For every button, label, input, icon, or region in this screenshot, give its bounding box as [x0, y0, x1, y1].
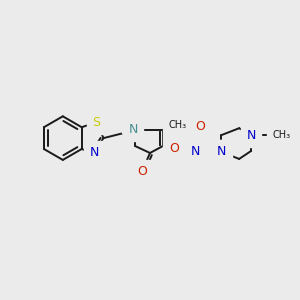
Text: O: O — [196, 120, 206, 133]
Text: CH₃: CH₃ — [169, 120, 187, 130]
Text: N: N — [211, 146, 220, 158]
Text: O: O — [169, 142, 179, 154]
Text: N: N — [191, 146, 200, 158]
Text: N: N — [128, 123, 138, 136]
Text: H: H — [127, 117, 135, 127]
Text: S: S — [93, 116, 101, 129]
Text: N: N — [90, 146, 99, 160]
Text: N: N — [246, 129, 256, 142]
Text: N: N — [217, 146, 226, 158]
Text: O: O — [137, 165, 147, 178]
Text: CH₃: CH₃ — [273, 130, 291, 140]
